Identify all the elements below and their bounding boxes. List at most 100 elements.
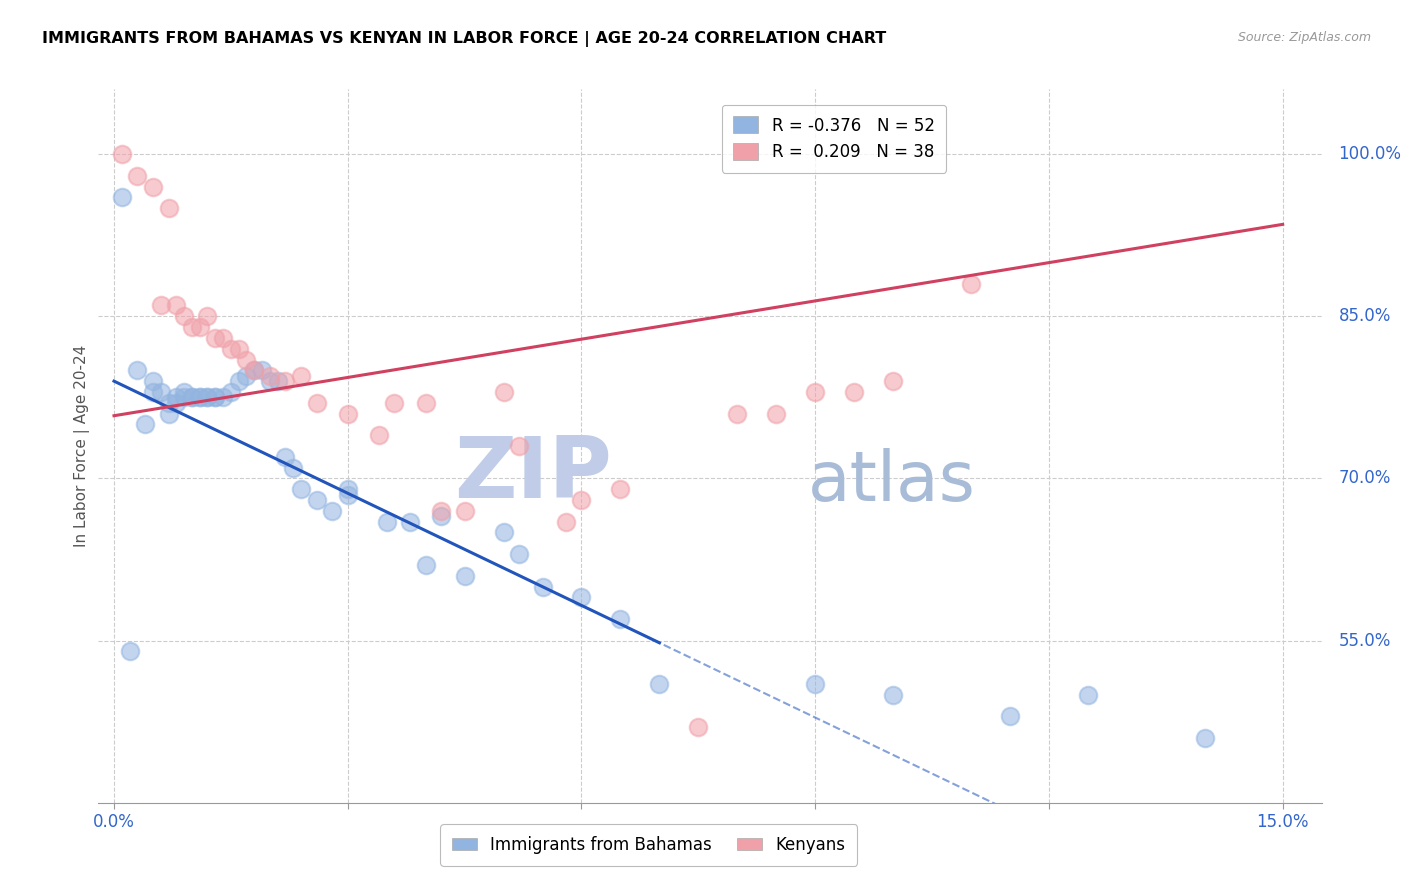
Point: [204, 390, 226, 404]
Point: [188, 390, 211, 404]
Point: [219, 384, 242, 399]
Text: IMMIGRANTS FROM BAHAMAS VS KENYAN IN LABOR FORCE | AGE 20-24 CORRELATION CHART: IMMIGRANTS FROM BAHAMAS VS KENYAN IN LAB…: [42, 31, 886, 47]
Point: [274, 450, 297, 464]
Point: [882, 688, 904, 702]
Point: [134, 417, 156, 432]
Point: [531, 580, 554, 594]
Point: [384, 396, 406, 410]
Point: [415, 558, 437, 572]
Point: [197, 390, 219, 404]
Point: [274, 374, 297, 388]
Point: [508, 439, 530, 453]
Text: ZIP: ZIP: [454, 433, 612, 516]
Point: [453, 504, 475, 518]
Text: 55.0%: 55.0%: [1339, 632, 1391, 649]
Point: [290, 368, 312, 383]
Point: [336, 488, 359, 502]
Point: [688, 720, 710, 734]
Point: [157, 396, 180, 410]
Point: [235, 368, 257, 383]
Point: [204, 331, 226, 345]
Point: [250, 363, 273, 377]
Point: [165, 298, 187, 312]
Point: [399, 515, 422, 529]
Point: [243, 363, 266, 377]
Point: [173, 310, 195, 324]
Point: [609, 612, 631, 626]
Point: [127, 363, 149, 377]
Point: [290, 482, 312, 496]
Point: [197, 390, 219, 404]
Point: [228, 342, 250, 356]
Point: [173, 390, 195, 404]
Point: [228, 374, 250, 388]
Point: [1194, 731, 1216, 745]
Point: [336, 407, 359, 421]
Point: [259, 374, 281, 388]
Point: [219, 342, 242, 356]
Point: [111, 147, 134, 161]
Point: [180, 320, 202, 334]
Point: [243, 363, 266, 377]
Point: [305, 493, 328, 508]
Point: [648, 677, 671, 691]
Text: 85.0%: 85.0%: [1339, 307, 1391, 326]
Point: [157, 407, 180, 421]
Point: [149, 298, 172, 312]
Point: [492, 384, 515, 399]
Point: [127, 169, 149, 183]
Point: [165, 390, 187, 404]
Point: [571, 591, 593, 605]
Point: [998, 709, 1021, 723]
Y-axis label: In Labor Force | Age 20-24: In Labor Force | Age 20-24: [75, 345, 90, 547]
Point: [1077, 688, 1099, 702]
Point: [180, 390, 202, 404]
Point: [188, 320, 211, 334]
Point: [415, 396, 437, 410]
Text: atlas: atlas: [808, 448, 976, 516]
Point: [765, 407, 787, 421]
Point: [508, 547, 530, 561]
Point: [554, 515, 576, 529]
Point: [882, 374, 904, 388]
Point: [283, 460, 305, 475]
Point: [367, 428, 389, 442]
Point: [212, 390, 235, 404]
Point: [844, 384, 866, 399]
Point: [571, 493, 593, 508]
Point: [204, 390, 226, 404]
Text: 70.0%: 70.0%: [1339, 469, 1391, 487]
Point: [321, 504, 343, 518]
Point: [375, 515, 398, 529]
Point: [235, 352, 257, 367]
Point: [180, 390, 202, 404]
Point: [804, 677, 827, 691]
Point: [197, 310, 219, 324]
Point: [111, 190, 134, 204]
Point: [157, 201, 180, 215]
Point: [118, 644, 141, 658]
Point: [212, 331, 235, 345]
Point: [142, 384, 165, 399]
Point: [430, 504, 453, 518]
Point: [609, 482, 631, 496]
Text: 100.0%: 100.0%: [1339, 145, 1402, 163]
Point: [259, 368, 281, 383]
Point: [430, 509, 453, 524]
Legend: Immigrants from Bahamas, Kenyans: Immigrants from Bahamas, Kenyans: [440, 824, 858, 866]
Point: [804, 384, 827, 399]
Point: [173, 384, 195, 399]
Point: [336, 482, 359, 496]
Point: [725, 407, 748, 421]
Point: [960, 277, 983, 291]
Point: [142, 374, 165, 388]
Text: Source: ZipAtlas.com: Source: ZipAtlas.com: [1237, 31, 1371, 45]
Point: [453, 568, 475, 582]
Point: [492, 525, 515, 540]
Point: [266, 374, 288, 388]
Point: [188, 390, 211, 404]
Point: [305, 396, 328, 410]
Point: [165, 396, 187, 410]
Point: [149, 384, 172, 399]
Point: [142, 179, 165, 194]
